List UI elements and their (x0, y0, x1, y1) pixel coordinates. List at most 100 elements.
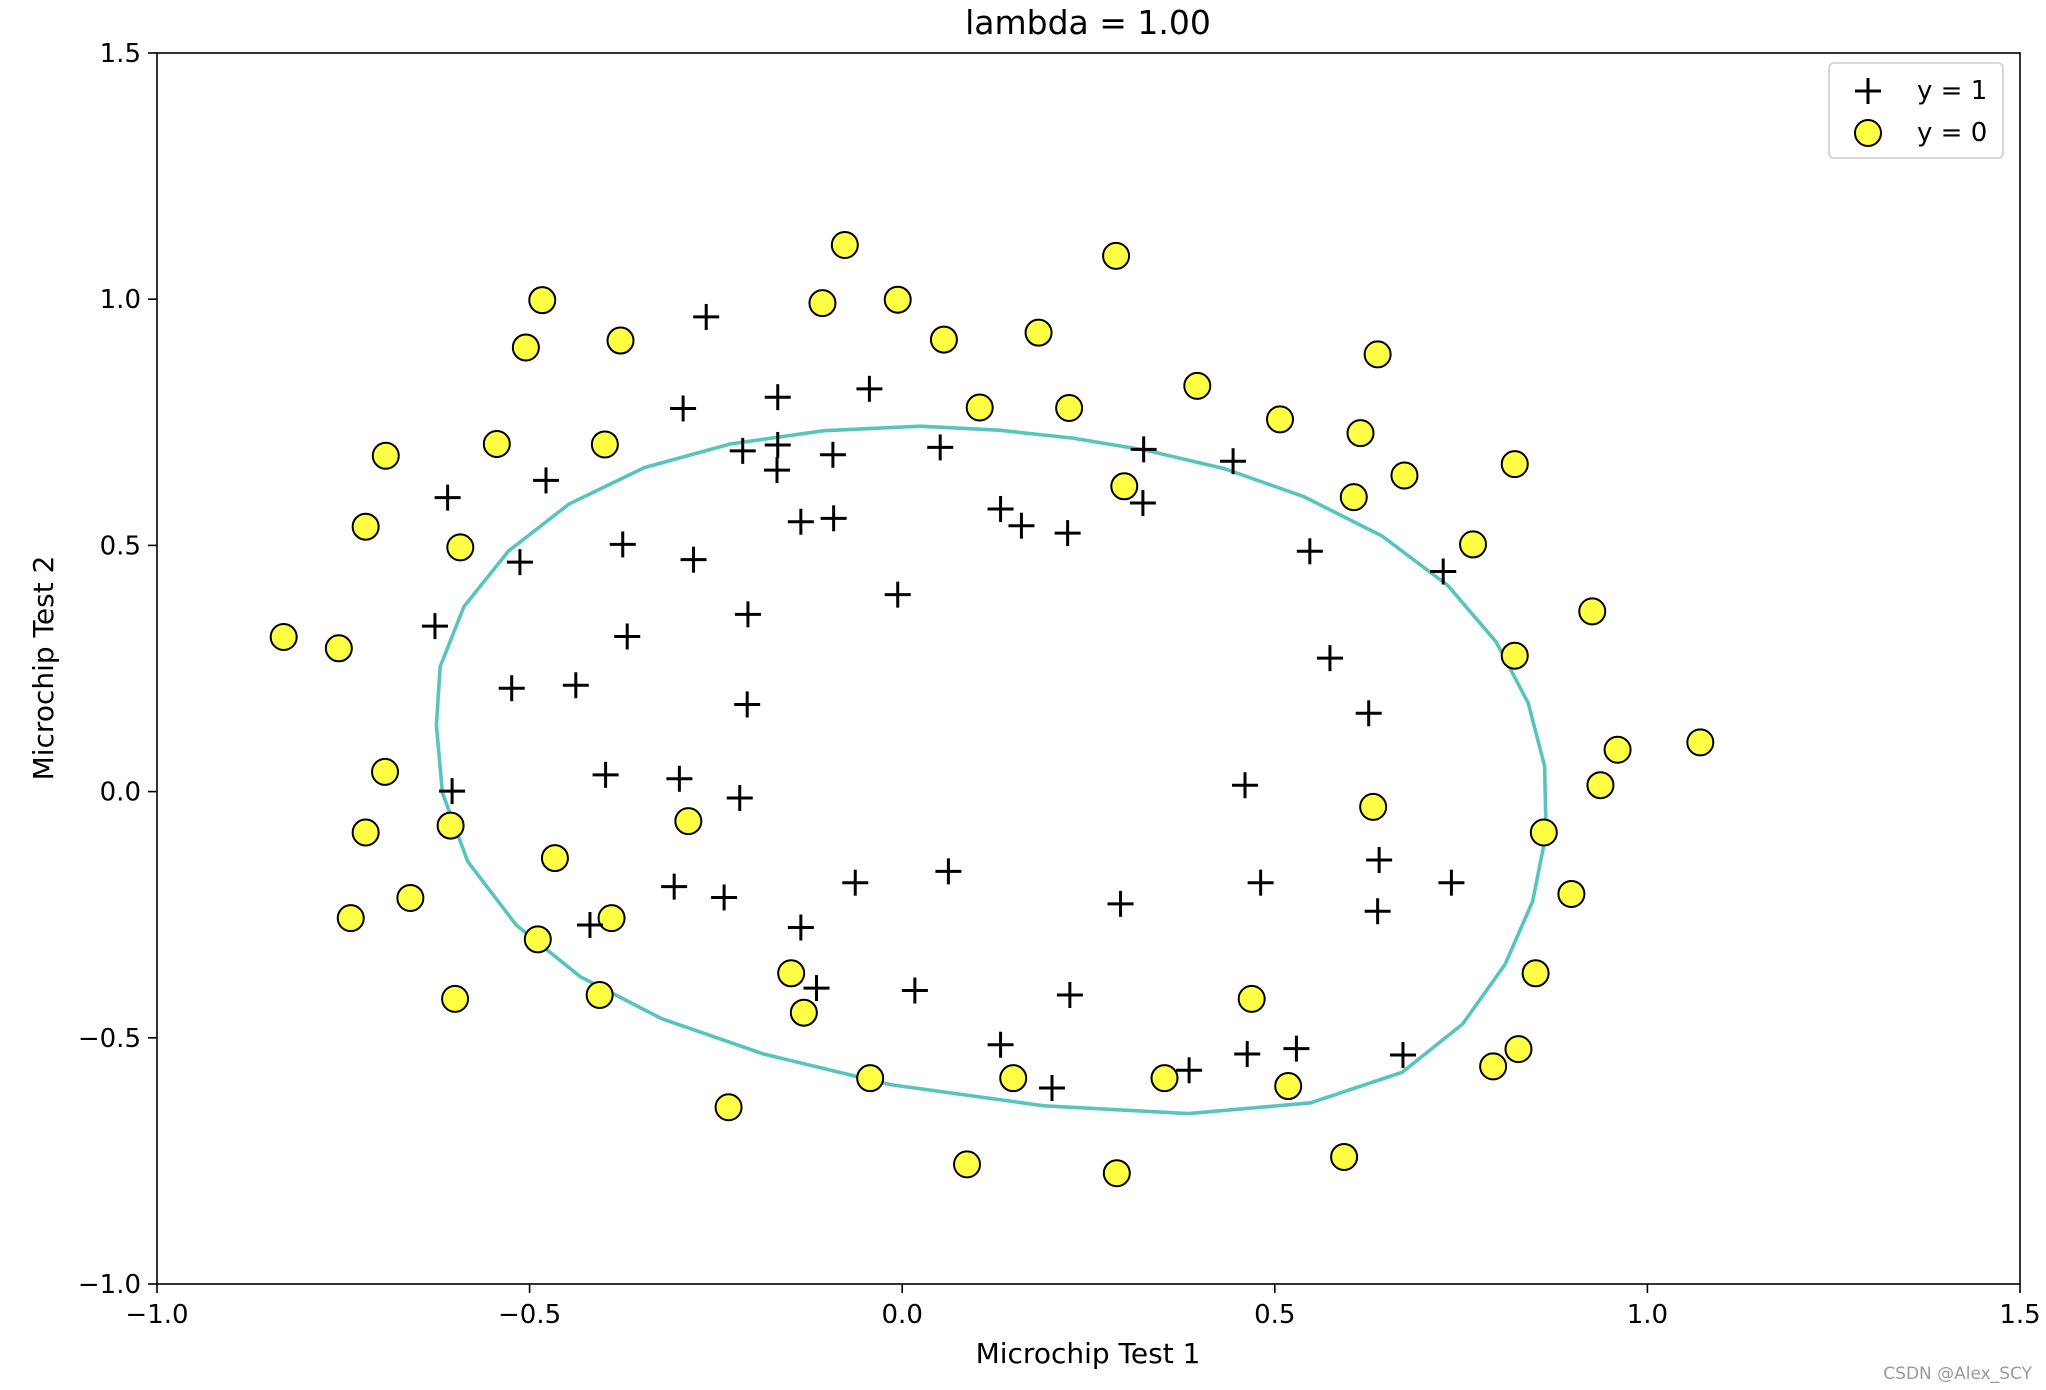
point-y1 (1366, 847, 1393, 874)
decision-boundary-layer (434, 424, 1548, 1116)
point-y1 (532, 467, 559, 494)
point-y0 (1274, 1072, 1303, 1101)
point-y0 (830, 231, 859, 260)
point-y0 (1024, 318, 1053, 347)
point-y1 (1283, 1035, 1310, 1062)
point-y1 (1316, 645, 1343, 672)
point-y0 (777, 959, 806, 988)
x-tick-label: 0.5 (1254, 1300, 1295, 1330)
point-y0 (714, 1093, 743, 1122)
point-y0 (482, 429, 511, 458)
point-y0 (1459, 530, 1488, 559)
point-y1 (562, 672, 589, 699)
point-y0 (1339, 483, 1368, 512)
point-y1 (711, 884, 738, 911)
chart-title: lambda = 1.00 (965, 3, 1211, 42)
point-y1 (1054, 520, 1081, 547)
point-y0 (1521, 959, 1550, 988)
point-y0 (999, 1064, 1028, 1093)
point-y1 (1130, 436, 1157, 463)
point-y1 (734, 601, 761, 628)
point-y1 (1234, 1041, 1261, 1068)
point-y1 (506, 549, 533, 576)
point-y0 (597, 904, 626, 933)
x-tick-label: 1.5 (1999, 1300, 2040, 1330)
point-y1 (1038, 1075, 1065, 1102)
point-y0 (789, 998, 818, 1027)
point-y0 (446, 533, 475, 562)
watermark: CSDN @Alex_SCY (1883, 1364, 2032, 1384)
point-y1 (1129, 490, 1156, 517)
point-y0 (1557, 880, 1586, 909)
point-y1 (803, 975, 830, 1002)
point-y0 (1102, 1159, 1131, 1188)
x-tick-label: 0.0 (882, 1300, 923, 1330)
y-tick-label: 0.5 (100, 531, 141, 561)
point-y1 (1008, 512, 1035, 539)
point-y0 (1237, 984, 1266, 1013)
point-y1 (734, 691, 761, 718)
point-y1 (726, 785, 753, 812)
point-y0 (856, 1064, 885, 1093)
point-y0 (953, 1150, 982, 1179)
point-y1 (842, 869, 869, 896)
point-y1 (729, 437, 756, 464)
legend-label-negative: y = 0 (1917, 118, 1987, 148)
point-y0 (371, 757, 400, 786)
point-y1 (421, 613, 448, 640)
point-y0 (1150, 1064, 1179, 1093)
point-y0 (1603, 735, 1632, 764)
point-y0 (1504, 1035, 1533, 1064)
point-y0 (1102, 241, 1131, 270)
point-y1 (856, 375, 883, 402)
point-y1 (1355, 700, 1382, 727)
point-y0 (1110, 472, 1139, 501)
point-y1 (1438, 869, 1465, 896)
point-y0 (436, 811, 465, 840)
point-y1 (764, 457, 791, 484)
point-y0 (1578, 597, 1607, 626)
point-y0 (585, 980, 614, 1009)
point-y1 (498, 675, 525, 702)
point-y1 (884, 581, 911, 608)
y-tick-label: −0.5 (78, 1024, 141, 1054)
plot-area (157, 53, 2020, 1284)
point-y1 (614, 623, 641, 650)
point-y1 (1231, 772, 1258, 799)
point-y1 (666, 765, 693, 792)
x-tick-label: 1.0 (1627, 1300, 1668, 1330)
legend: y = 1 y = 0 (1828, 62, 2004, 159)
point-y1 (1389, 1042, 1416, 1069)
legend-label-positive: y = 1 (1917, 76, 1987, 106)
point-y1 (987, 495, 1014, 522)
point-y1 (820, 505, 847, 532)
point-y0 (396, 883, 425, 912)
point-y0 (1055, 394, 1084, 423)
point-y1 (434, 484, 461, 511)
point-y1 (901, 977, 928, 1004)
point-y1 (1220, 448, 1247, 475)
point-y0 (929, 325, 958, 354)
y-tick-label: 1.0 (100, 285, 141, 315)
point-y0 (511, 333, 540, 362)
point-y0 (1390, 461, 1419, 490)
point-y0 (523, 925, 552, 954)
point-y0 (1586, 771, 1615, 800)
legend-marker-circle-icon (1854, 119, 1882, 147)
point-y1 (661, 873, 688, 900)
point-y0 (1330, 1142, 1359, 1171)
point-y0 (965, 393, 994, 422)
point-y0 (1500, 450, 1529, 479)
plot-frame (156, 52, 2021, 1285)
point-y0 (1500, 641, 1529, 670)
point-y0 (351, 512, 380, 541)
point-y0 (351, 818, 380, 847)
y-tick-label: 1.5 (100, 39, 141, 69)
point-y1 (693, 303, 720, 330)
point-y1 (1364, 898, 1391, 925)
point-y1 (1107, 890, 1134, 917)
axis-layer: −1.0 −0.5 0.0 0.5 1.0 1.5 −1.0 −0.5 0.0 0.5 1.0 1.5 (78, 39, 2041, 1330)
point-y1 (670, 395, 697, 422)
points-layer (269, 231, 1715, 1188)
